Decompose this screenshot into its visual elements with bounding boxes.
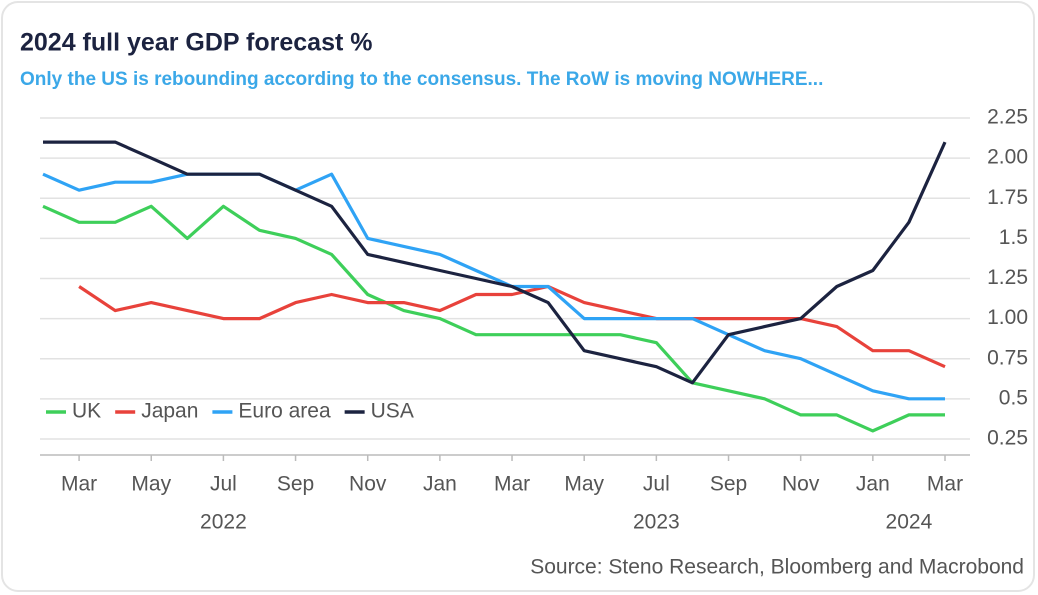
x-tick-label: Jul [643, 473, 670, 496]
x-tick-label: Jan [423, 473, 457, 496]
y-tick-label: 2.25 [987, 106, 1028, 129]
x-tick-label: Jan [856, 473, 890, 496]
x-tick-label: Mar [61, 473, 97, 496]
legend-label: Japan [141, 400, 198, 423]
y-tick-label: 1.75 [987, 186, 1028, 209]
series-line [42, 204, 945, 433]
chart-title: 2024 full year GDP forecast % [20, 29, 373, 57]
y-tick-label: 0.25 [987, 427, 1028, 450]
x-tick-label: Jul [210, 473, 237, 496]
source: Source: Steno Research, Bloomberg and Ma… [530, 556, 1024, 579]
legend-label: UK [72, 400, 101, 423]
year-label: 2024 [886, 511, 933, 534]
year-label: 2023 [633, 511, 680, 534]
y-tick-label: 0.75 [987, 346, 1028, 369]
legend-label: USA [371, 400, 414, 423]
x-tick-label: Nov [782, 473, 820, 496]
chart-subtitle: Only the US is rebounding according to t… [20, 69, 823, 90]
x-tick-label: Sep [277, 473, 314, 496]
x-tick-label: May [131, 473, 171, 496]
y-tick-label: 2.00 [987, 146, 1028, 169]
y-tick-label: 1.25 [987, 266, 1028, 289]
legend-label: Euro area [238, 400, 331, 423]
series-line [43, 140, 947, 385]
y-tick-label: 1.5 [999, 226, 1028, 249]
x-tick-label: Nov [349, 473, 387, 496]
x-tick-label: Mar [494, 473, 530, 496]
year-label: 2022 [200, 511, 247, 534]
x-tick-label: Mar [927, 473, 963, 496]
x-tick-label: Sep [710, 473, 747, 496]
x-tick-label: May [564, 473, 604, 496]
y-tick-label: 1.00 [987, 306, 1028, 329]
y-tick-label: 0.5 [999, 386, 1028, 409]
